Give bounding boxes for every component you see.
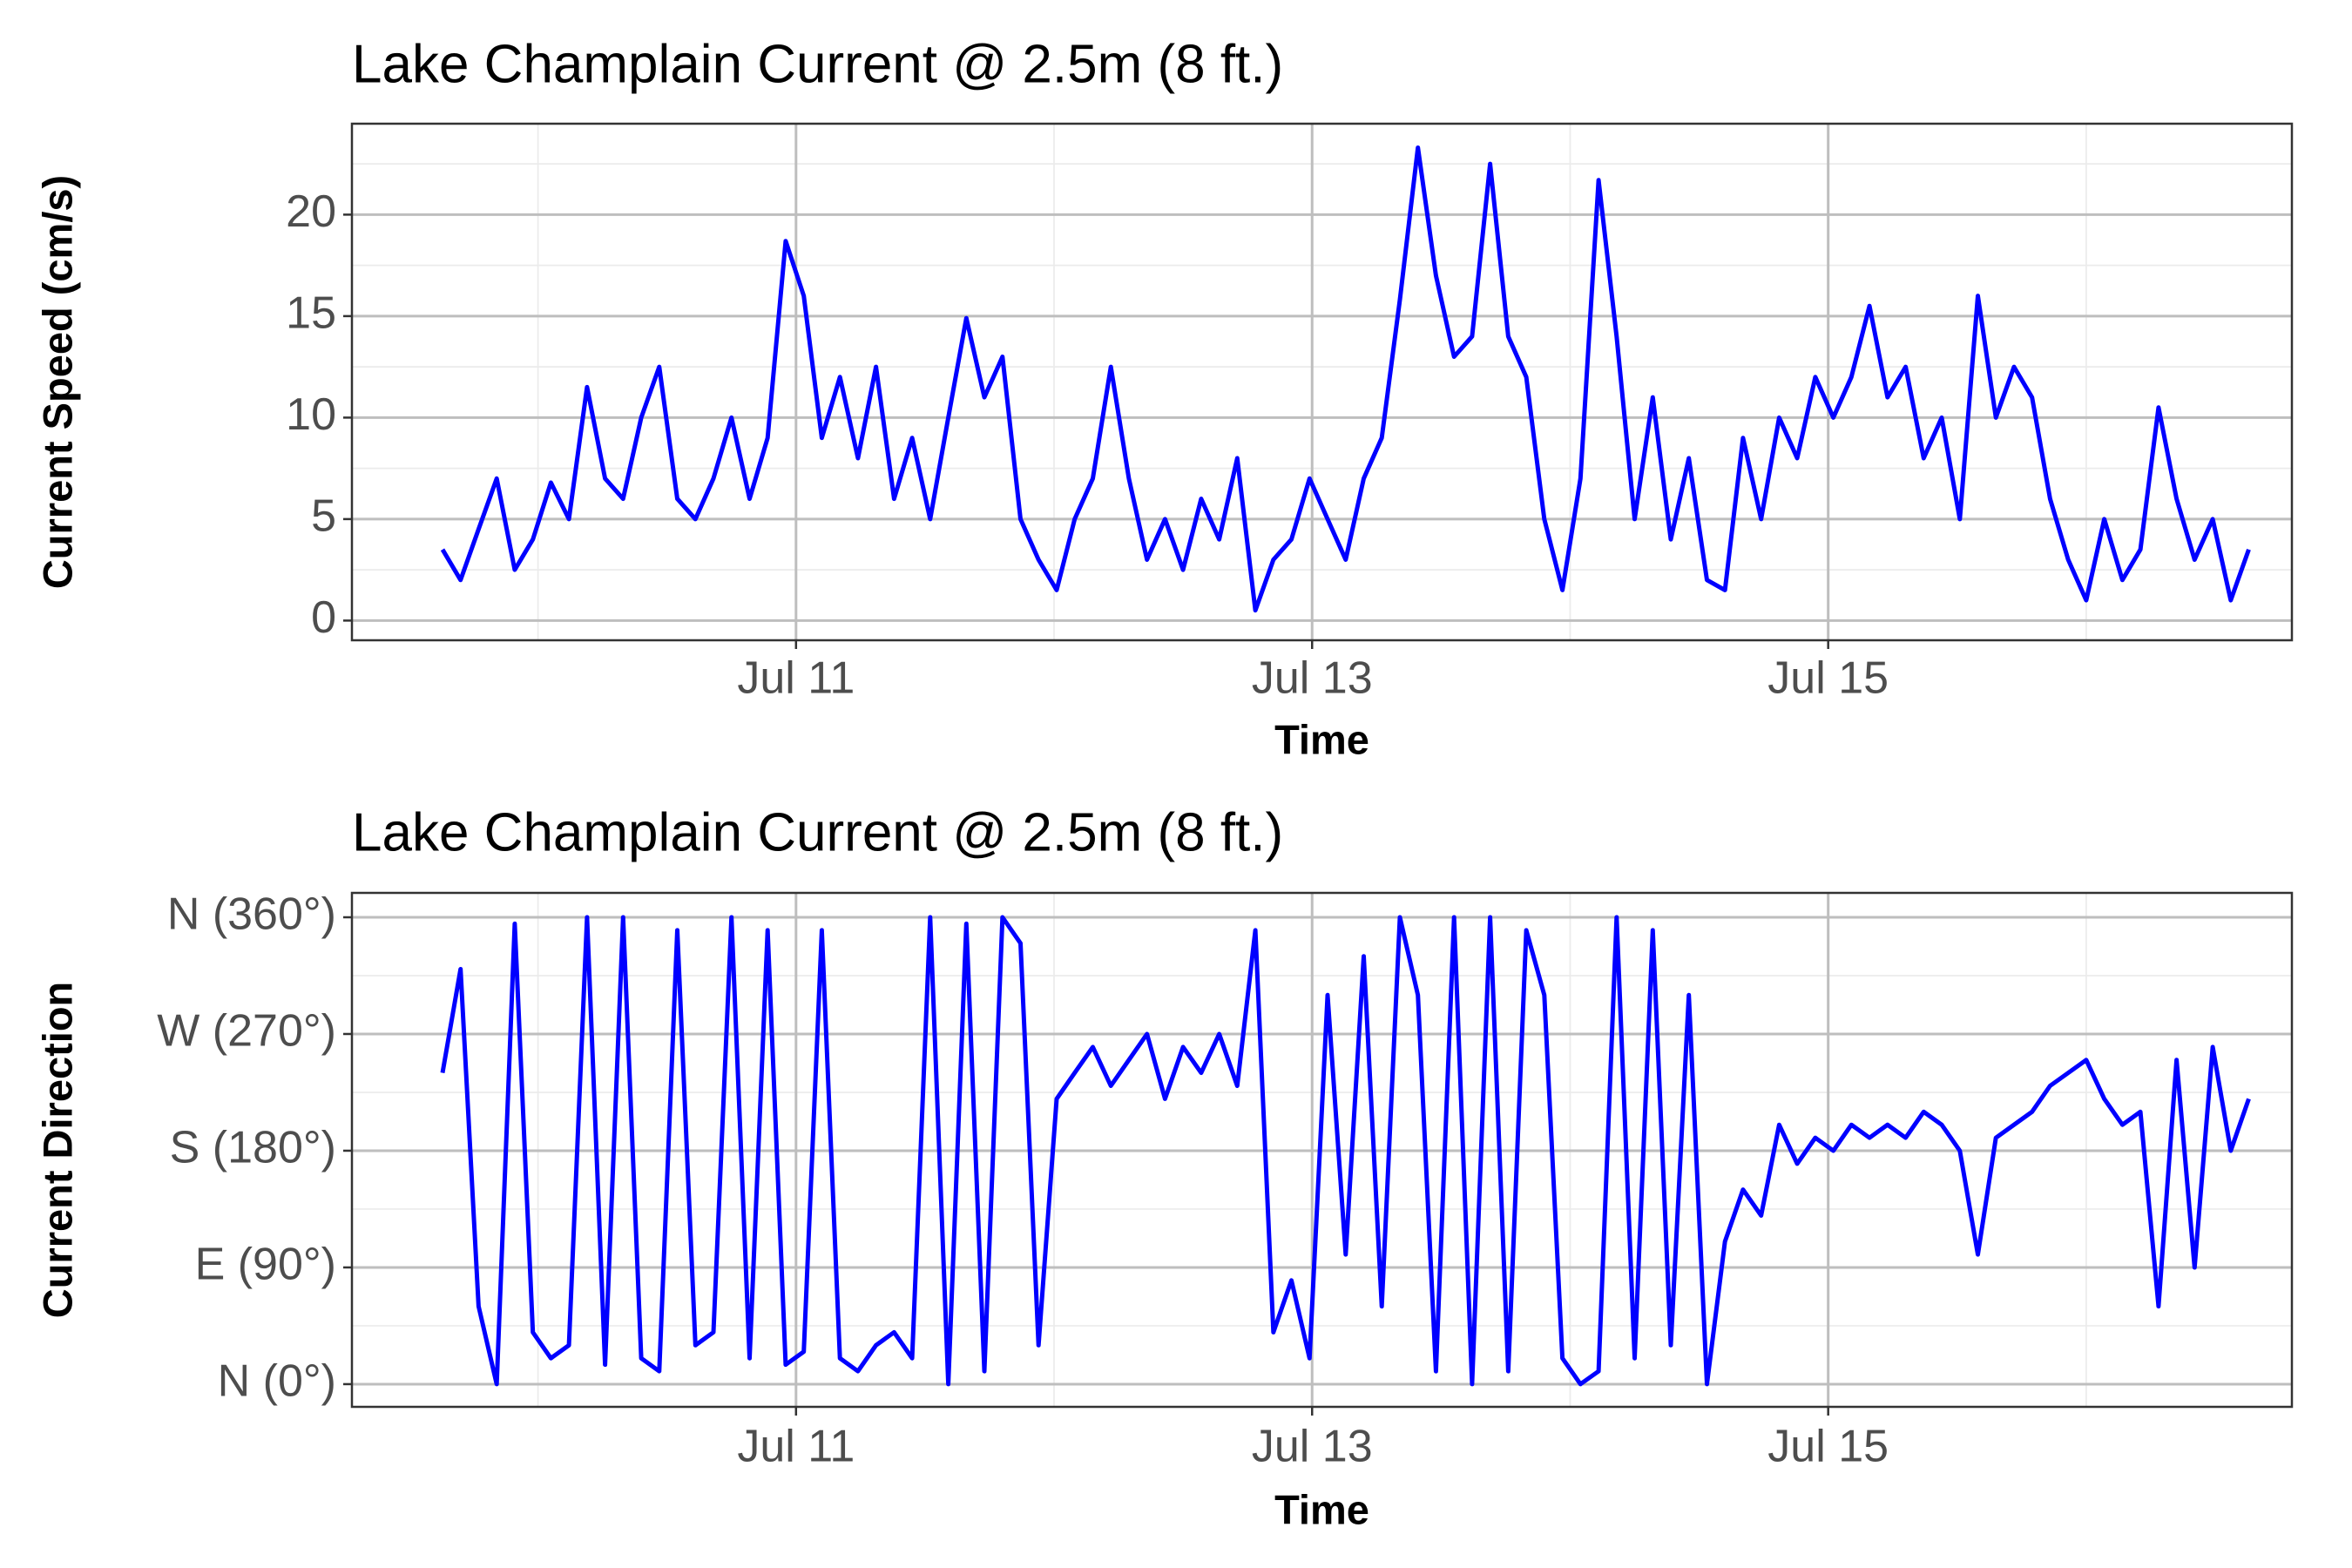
y-tick-label: 5: [311, 491, 336, 542]
x-tick-label: Jul 15: [1767, 653, 1889, 704]
y-axis-title: Current Speed (cm/s): [34, 175, 80, 589]
y-tick-label: E (90°): [195, 1240, 336, 1290]
x-axis-title: Time: [1274, 1486, 1369, 1532]
y-tick-label: 10: [286, 389, 336, 440]
x-axis-title: Time: [1274, 716, 1369, 762]
plot-border: [350, 891, 2294, 1409]
chart-title: Lake Champlain Current @ 2.5m (8 ft.): [352, 34, 1283, 94]
y-tick-label: N (360°): [167, 889, 336, 940]
y-tick-label: 15: [286, 288, 336, 339]
y-tick-label: S (180°): [170, 1123, 336, 1173]
data-line: [440, 915, 2251, 1387]
y-tick-label: 0: [311, 592, 336, 643]
y-tick-label: W (270°): [157, 1006, 336, 1057]
plot-background: [352, 124, 2292, 640]
plot-border: [350, 122, 2294, 642]
chart-title: Lake Champlain Current @ 2.5m (8 ft.): [352, 802, 1283, 862]
data-line: [440, 145, 2251, 613]
x-tick-label: Jul 15: [1767, 1422, 1889, 1472]
y-tick-label: 20: [286, 186, 336, 237]
y-tick-label: N (0°): [218, 1356, 336, 1407]
x-tick-label: Jul 11: [737, 653, 855, 704]
x-tick-label: Jul 13: [1252, 653, 1373, 704]
x-tick-label: Jul 11: [737, 1422, 855, 1472]
y-axis-title: Current Direction: [34, 982, 80, 1319]
x-tick-label: Jul 13: [1252, 1422, 1373, 1472]
